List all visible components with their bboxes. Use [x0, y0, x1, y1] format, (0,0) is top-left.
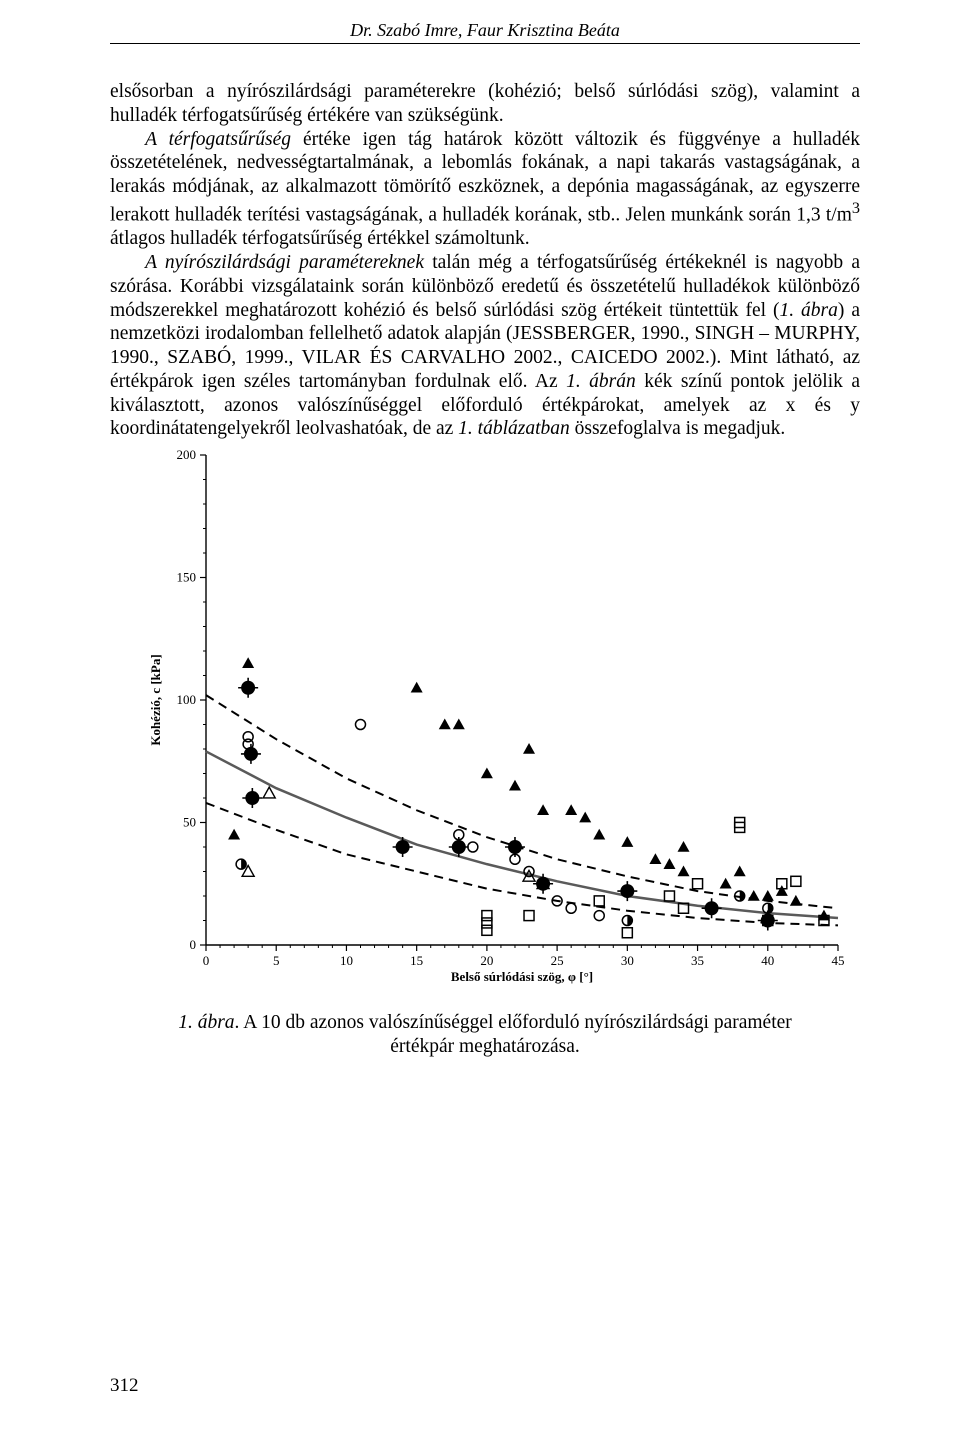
figure-label: 1. ábra — [178, 1012, 234, 1033]
svg-text:15: 15 — [410, 953, 423, 968]
p2-h: összefoglalva is megadjuk. — [570, 418, 786, 439]
page-number: 312 — [110, 1375, 139, 1397]
figure-caption-text-a: . A 10 db azonos valószínűséggel előford… — [235, 1012, 792, 1033]
scatter-chart-container: 0 50 100 150 200 0 5 10 15 20 25 30 35 40 45 Belső súrl… — [110, 445, 860, 1058]
svg-text:100: 100 — [177, 692, 197, 707]
svg-text:200: 200 — [177, 447, 197, 462]
figure-caption: 1. ábra. A 10 db azonos valószínűséggel … — [110, 1011, 860, 1058]
paragraph-2: A nyírószilárdsági paramétereknek talán … — [110, 251, 860, 441]
svg-text:20: 20 — [480, 953, 493, 968]
svg-text:5: 5 — [273, 953, 280, 968]
svg-text:150: 150 — [177, 570, 197, 585]
p1-intro: elsősorban a nyírószilárdsági paramétere… — [110, 81, 860, 126]
p2-em-term: A nyírószilárdsági paramétereknek — [145, 252, 424, 273]
scatter-chart: 0 50 100 150 200 0 5 10 15 20 25 30 35 40 45 Belső súrl… — [138, 445, 858, 1005]
p2-figref1: 1. ábra — [779, 300, 837, 321]
svg-text:25: 25 — [551, 953, 564, 968]
svg-text:Kohézió, c [kPa]: Kohézió, c [kPa] — [148, 655, 163, 746]
svg-text:50: 50 — [183, 815, 196, 830]
svg-text:45: 45 — [832, 953, 845, 968]
paragraph-1: elsősorban a nyírószilárdsági paramétere… — [110, 80, 860, 128]
figure-caption-text-b: értékpár meghatározása. — [390, 1036, 579, 1057]
p1-rest2: átlagos hulladék térfogatsűrűség értékke… — [110, 228, 530, 249]
p1-exp3: 3 — [852, 199, 860, 217]
svg-text:0: 0 — [203, 953, 210, 968]
p2-tabref: 1. táblázatban — [458, 418, 570, 439]
svg-text:35: 35 — [691, 953, 704, 968]
svg-text:10: 10 — [340, 953, 353, 968]
body-text-block: elsősorban a nyírószilárdsági paramétere… — [110, 80, 860, 441]
svg-text:Belső súrlódási szög, φ [°]: Belső súrlódási szög, φ [°] — [451, 969, 593, 984]
paragraph-1b: A térfogatsűrűség értéke igen tág határo… — [110, 128, 860, 251]
svg-text:40: 40 — [761, 953, 774, 968]
p2-figref2: 1. ábrán — [566, 371, 636, 392]
svg-text:30: 30 — [621, 953, 634, 968]
p1-em-term: A térfogatsűrűség — [145, 129, 291, 150]
svg-text:0: 0 — [190, 937, 197, 952]
paper-header-authors: Dr. Szabó Imre, Faur Krisztina Beáta — [110, 0, 860, 44]
